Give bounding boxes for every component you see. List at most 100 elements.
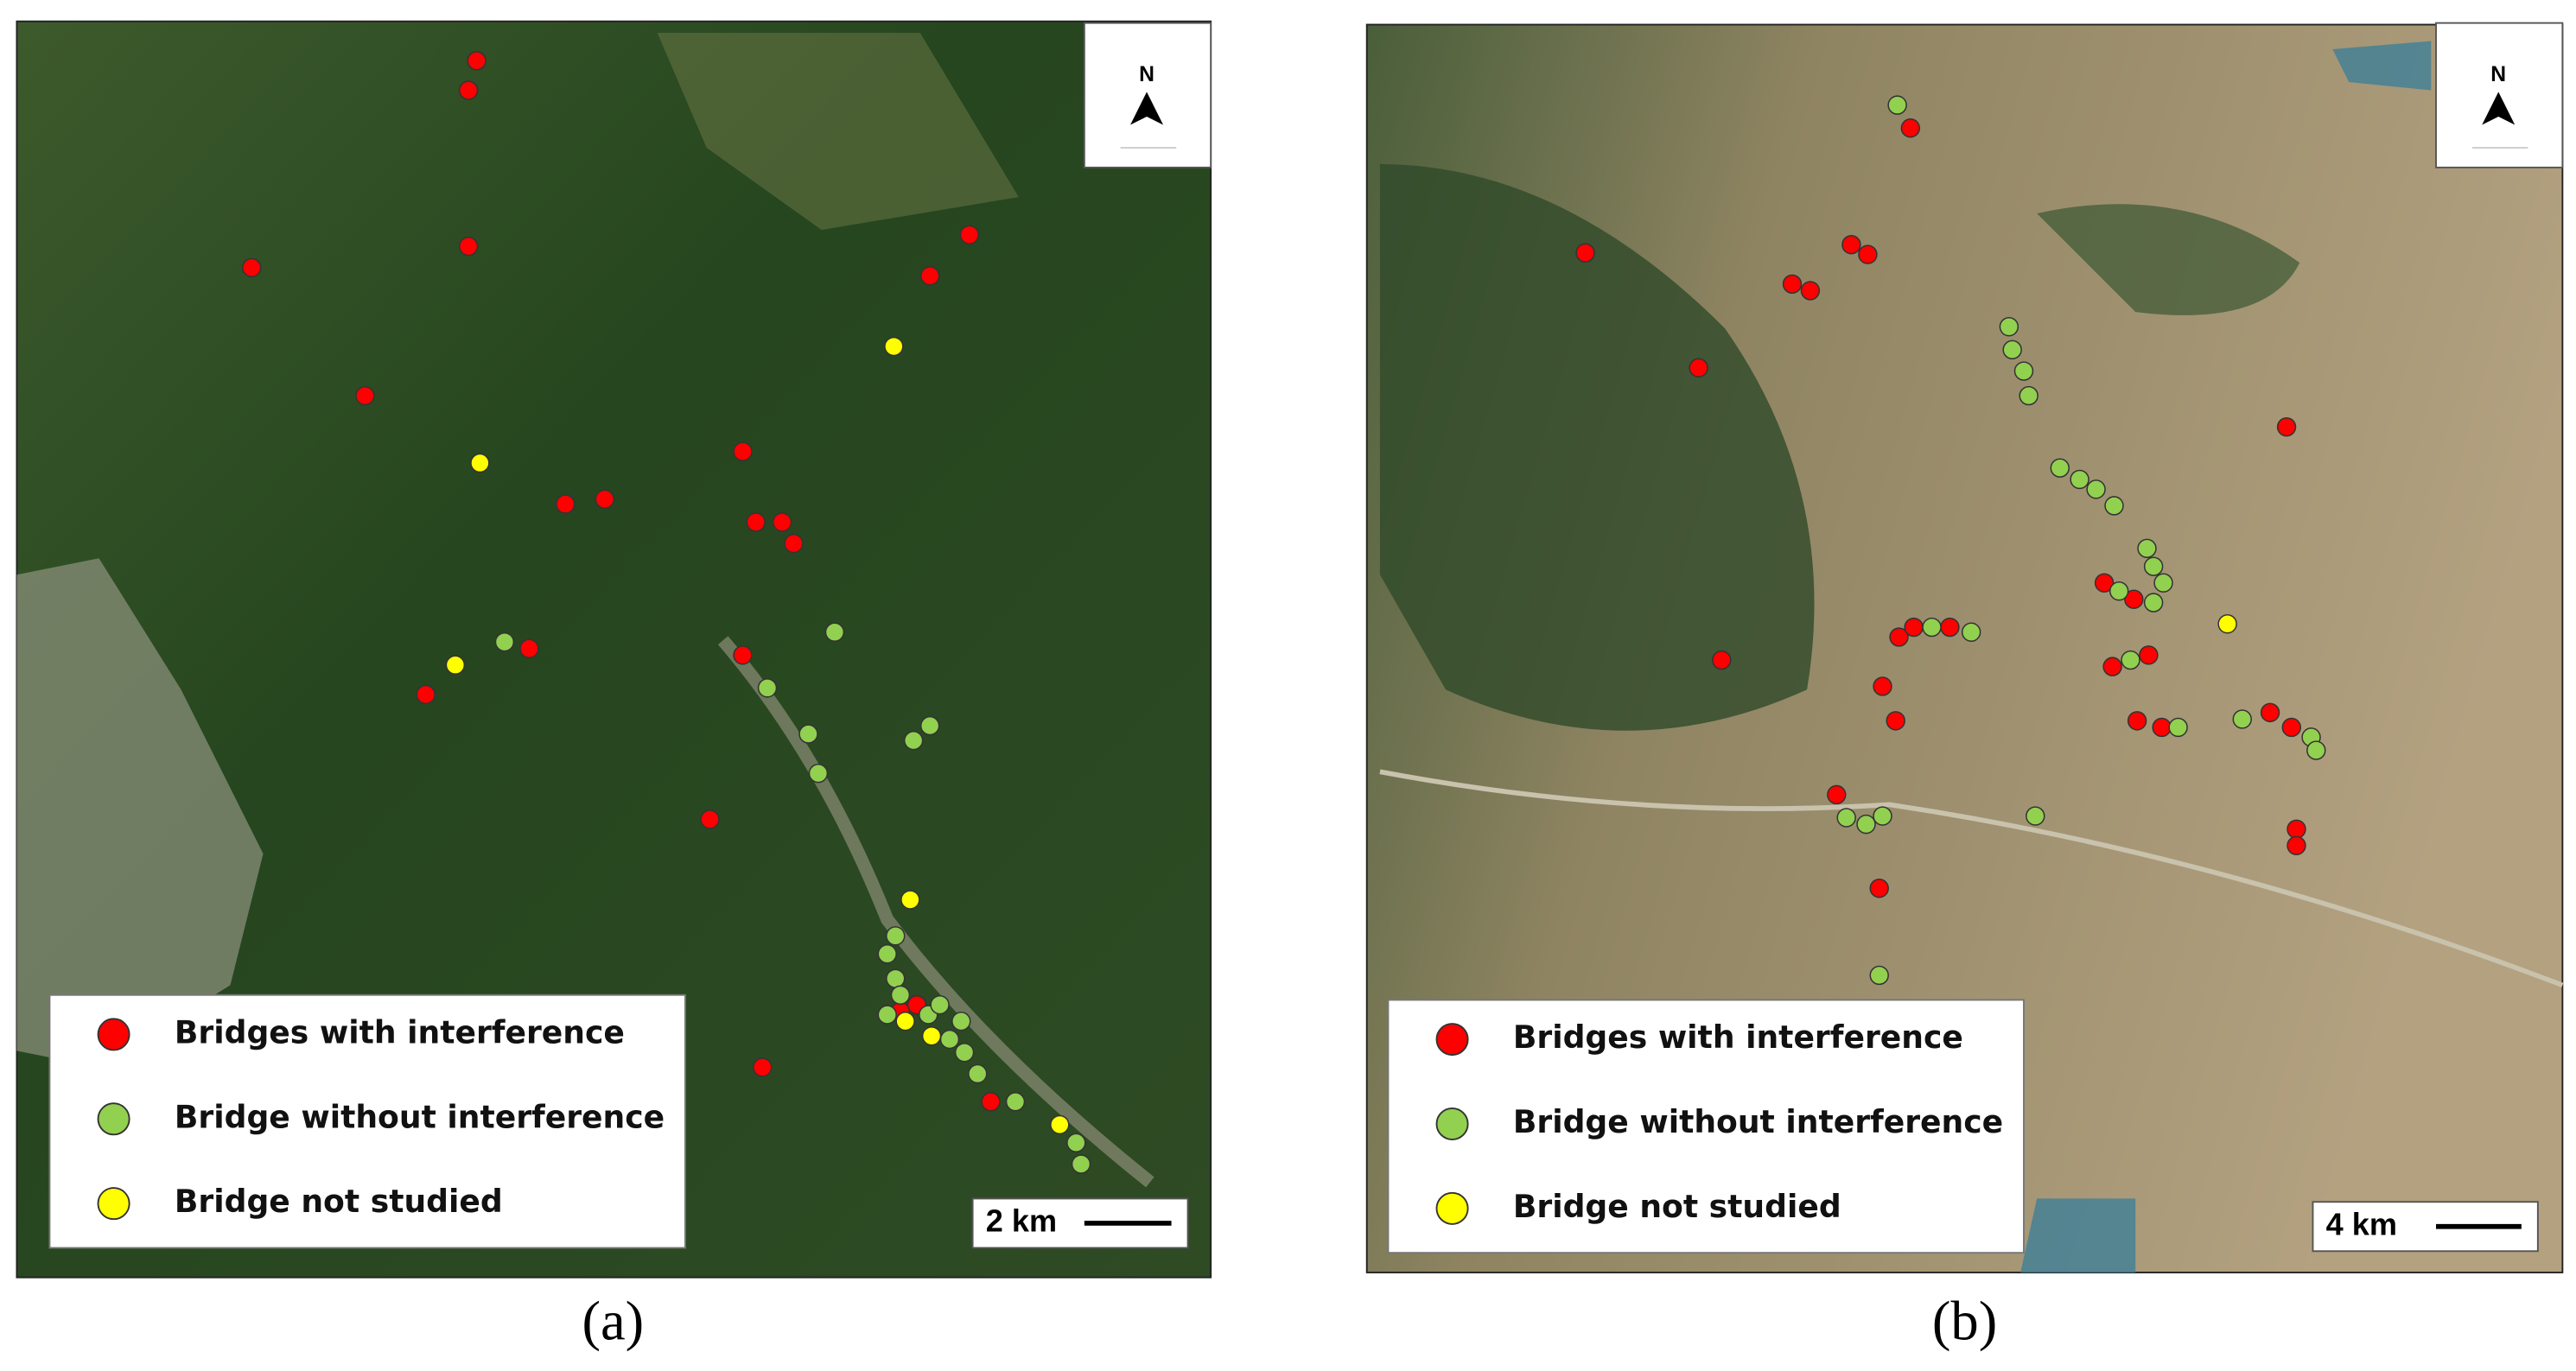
bridge-marker [753,1057,773,1077]
bridge-marker [2306,740,2326,760]
bridge-marker [757,678,778,698]
bridge-marker [467,51,487,71]
bridge-marker [2143,556,2164,576]
bridge-marker [1841,234,1861,255]
bridge-marker [2168,717,2188,738]
bridge-marker [2121,650,2140,670]
bridge-marker [1782,274,1803,295]
bridge-marker [772,512,792,532]
bridge-marker [2026,806,2045,826]
bridge-marker [2050,458,2070,478]
legend-label: Bridge without interference [1513,1103,2003,1140]
bridge-marker [2137,538,2157,559]
bridge-marker [1887,95,1907,115]
bridge-marker [2070,469,2089,490]
bridge-marker [1900,118,1921,138]
bridge-marker [458,236,479,257]
bridge-marker [519,638,539,658]
bridge-marker [1689,358,1708,378]
bridge-marker [1886,711,1905,731]
bridge-marker [939,1029,960,1050]
panel: N [1083,22,1212,168]
bridge-marker [470,453,490,473]
bridge-marker [1889,627,1909,647]
bridge-marker [595,489,615,509]
bridge-marker [895,1011,915,1031]
bridge-marker [416,684,436,705]
bridge-marker [2109,581,2129,601]
north-box [2435,22,2564,168]
bridge-marker [733,441,753,461]
bridge-marker [784,533,804,554]
bridge-marker [2102,657,2122,676]
bridge-marker [2124,589,2144,609]
bridge-marker [2152,717,2172,738]
bridge-marker [1836,808,1856,828]
legend-box [48,993,686,1249]
panel: N [2435,22,2564,168]
bridge-marker [1050,1114,1070,1135]
bridge-marker [445,655,466,675]
bridge-marker [798,724,818,744]
panel-caption: (a) [582,1290,644,1353]
bridge-marker [808,763,829,784]
bridge-marker [1873,806,1892,826]
legend-label: Bridges with interference [1513,1019,1963,1056]
bridge-marker [1961,622,1981,642]
scale-label: 2 km [986,1203,1057,1238]
bridge-marker [458,80,479,100]
legend-swatch [1435,1107,1469,1140]
bridge-marker [2260,702,2280,723]
legend-label: Bridge not studied [175,1183,503,1220]
bridge-marker [2217,614,2237,634]
legend-label: Bridge without interference [175,1098,665,1135]
legend-label: Bridges with interference [175,1013,625,1050]
bridge-marker [1005,1092,1026,1112]
bridge-marker [1869,879,1889,898]
bridge-marker [2002,340,2022,360]
bridge-marker [890,985,911,1005]
bridge-marker [1869,965,1889,986]
bridge-marker [2276,416,2297,437]
north-arrow [2482,92,2516,125]
scale-label: 4 km [2326,1206,2397,1241]
bridge-marker [959,225,979,244]
bridge-marker [2281,717,2301,738]
bridge-marker [1858,244,1878,264]
bridge-marker [919,266,940,286]
legend-swatch [1435,1023,1469,1057]
bridge-marker [951,1011,971,1031]
bridge-marker [877,1005,897,1025]
bridge-marker [1922,617,1942,638]
bridge-marker [2287,819,2306,840]
legend-swatch [1435,1191,1469,1225]
bridge-marker [746,512,766,532]
bridge-marker [2143,593,2164,613]
bridge-marker [884,336,904,357]
bridge-marker [981,1092,1001,1112]
bridge-marker [1873,676,1892,696]
bridge-marker [921,1026,942,1046]
bridge-marker [1827,784,1847,805]
bridge-marker [930,994,950,1015]
bridge-marker [900,890,920,910]
bridge-marker [1712,650,1732,670]
panel-caption: (b) [1932,1290,1997,1353]
bridge-marker [2086,479,2106,499]
bridge-marker [2232,709,2252,729]
bridge-marker [1575,243,1595,263]
bridge-marker [886,926,906,946]
bridge-marker [700,809,720,829]
bridge-marker [2139,645,2159,665]
bridge-marker [877,944,897,964]
bridge-marker [2104,496,2124,516]
bridge-marker [556,494,576,514]
north-label: N [1139,63,1154,86]
bridge-marker [824,622,845,642]
bridge-marker [1940,617,1960,638]
bridge-marker [919,715,940,736]
legend-swatch [97,1187,130,1221]
bridge-marker [733,645,753,665]
bridge-marker [903,730,924,751]
